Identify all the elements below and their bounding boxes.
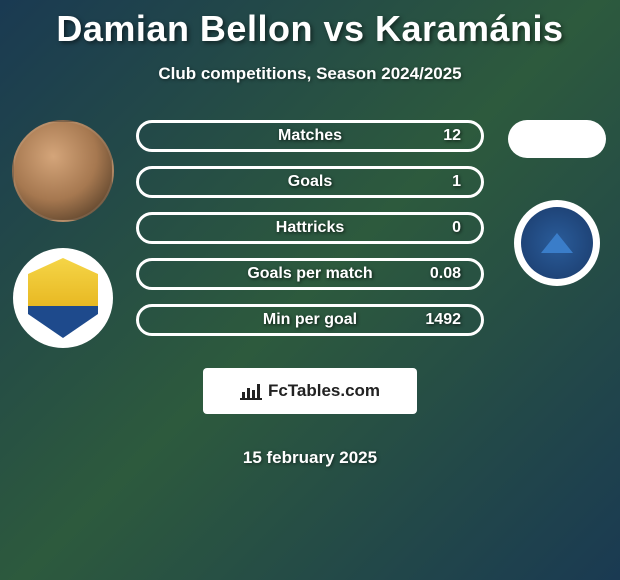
stat-value: 12 xyxy=(443,127,461,145)
stat-row: Goals per match 0.08 xyxy=(136,258,484,290)
stat-value: 1492 xyxy=(425,311,461,329)
branding-text: FcTables.com xyxy=(268,381,380,401)
stat-row: Goals 1 xyxy=(136,166,484,198)
stats-list: Matches 12 Goals 1 Hattricks 0 Goals per… xyxy=(136,120,484,468)
subtitle: Club competitions, Season 2024/2025 xyxy=(0,64,620,84)
date-text: 15 february 2025 xyxy=(136,448,484,468)
club-pill-right xyxy=(508,120,606,158)
branding-badge[interactable]: FcTables.com xyxy=(203,368,417,414)
stat-label: Matches xyxy=(278,127,342,145)
stat-value: 0 xyxy=(452,219,461,237)
stat-value: 0.08 xyxy=(430,265,461,283)
stat-label: Hattricks xyxy=(276,219,344,237)
stat-row: Hattricks 0 xyxy=(136,212,484,244)
stat-label: Goals per match xyxy=(247,265,372,283)
stat-row: Matches 12 xyxy=(136,120,484,152)
player-left-column xyxy=(8,120,118,348)
page-title: Damian Bellon vs Karamánis xyxy=(0,0,620,50)
stat-label: Goals xyxy=(288,173,332,191)
chart-icon xyxy=(240,382,262,400)
player-avatar xyxy=(12,120,114,222)
stat-row: Min per goal 1492 xyxy=(136,304,484,336)
stat-label: Min per goal xyxy=(263,311,357,329)
stat-value: 1 xyxy=(452,173,461,191)
comparison-content: Matches 12 Goals 1 Hattricks 0 Goals per… xyxy=(0,120,620,468)
club-badge-right xyxy=(514,200,600,286)
club-badge-left xyxy=(13,248,113,348)
player-right-column xyxy=(502,120,612,286)
